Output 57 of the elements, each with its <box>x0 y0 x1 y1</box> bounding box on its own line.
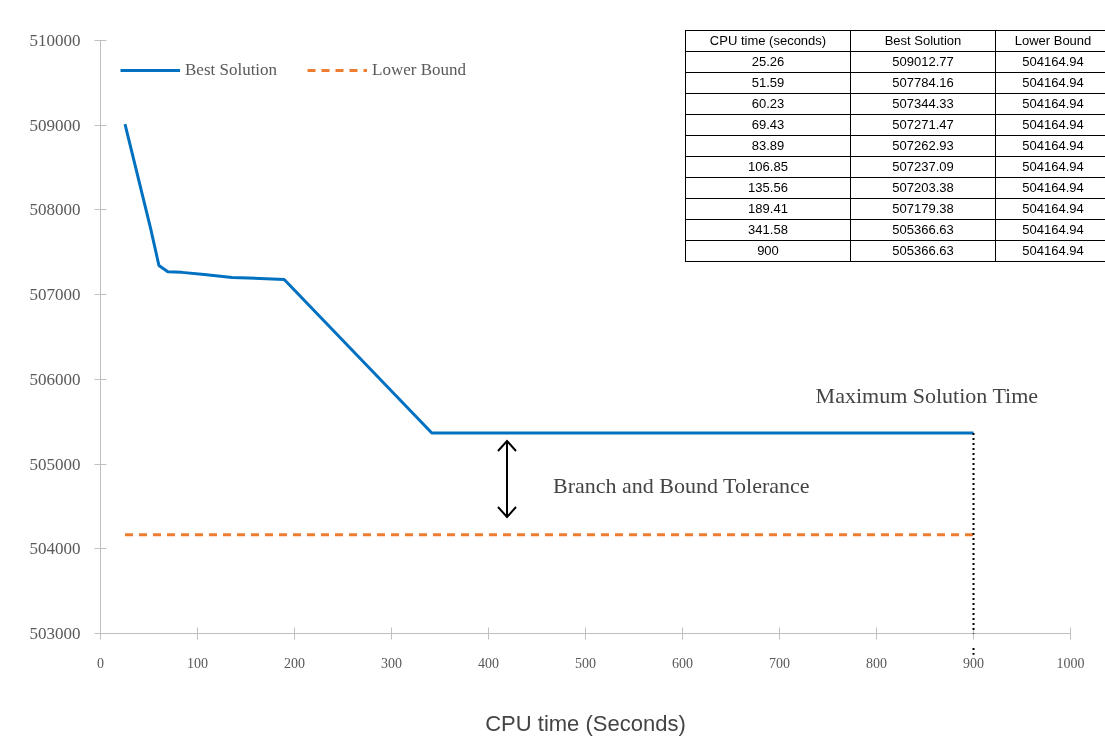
annotation: 504164.94 <box>995 219 1105 241</box>
annotation: 507203.38 <box>850 177 996 199</box>
x-tick-label: 1000 <box>1056 655 1085 671</box>
annotation: 507271.47 <box>850 114 996 136</box>
annotation: Lower Bound <box>995 30 1105 52</box>
annotation: 341.58 <box>685 219 851 241</box>
y-tick-label: 504000 <box>29 539 81 559</box>
annotation: 135.56 <box>685 177 851 199</box>
y-tick-label: 505000 <box>29 454 81 474</box>
x-tick-label: 400 <box>478 655 499 671</box>
x-tick-label: 200 <box>284 655 305 671</box>
annotation: 509012.77 <box>850 51 996 73</box>
annotation: 507344.33 <box>850 93 996 115</box>
x-tick-label: 500 <box>575 655 596 671</box>
x-axis-title: CPU time (Seconds) <box>485 710 686 736</box>
x-tick-label: 800 <box>866 655 887 671</box>
annotation: 505366.63 <box>850 219 996 241</box>
annotation: 106.85 <box>685 156 851 178</box>
annotation: 60.23 <box>685 93 851 115</box>
x-tick-label: 300 <box>381 655 402 671</box>
annotation: 83.89 <box>685 135 851 157</box>
annotation: 505366.63 <box>850 240 996 262</box>
annotation: 69.43 <box>685 114 851 136</box>
x-tick-label: 0 <box>97 655 104 671</box>
annotation: 504164.94 <box>995 198 1105 220</box>
annotation: 504164.94 <box>995 135 1105 157</box>
annotation: CPU time (seconds) <box>685 30 851 52</box>
y-tick-label: 503000 <box>29 624 81 643</box>
annotation: 507237.09 <box>850 156 996 178</box>
y-tick-label: 509000 <box>29 115 81 135</box>
annotation: 25.26 <box>685 51 851 73</box>
annotation: 504164.94 <box>995 72 1105 94</box>
annotation: 504164.94 <box>995 114 1105 136</box>
annotation: 507262.93 <box>850 135 996 157</box>
annotation: 504164.94 <box>995 156 1105 178</box>
annotation: Branch and Bound Tolerance <box>553 472 810 498</box>
y-tick-label: 510000 <box>29 31 81 50</box>
annotation: 504164.94 <box>995 93 1105 115</box>
x-tick-label: 900 <box>963 655 984 671</box>
annotation: 504164.94 <box>995 177 1105 199</box>
x-tick-label: 100 <box>187 655 208 671</box>
ref-line-label: Maximum Solution Time <box>815 383 1039 409</box>
y-tick-label: 506000 <box>29 369 81 389</box>
y-tick-label: 508000 <box>29 200 81 220</box>
x-tick-label: 700 <box>769 655 790 671</box>
y-tick-label: 507000 <box>29 285 81 305</box>
annotation: 507179.38 <box>850 198 996 220</box>
annotation: Best Solution <box>850 30 996 52</box>
x-tick-label: 600 <box>672 655 693 671</box>
annotation: 507784.16 <box>850 72 996 94</box>
annotation: 900 <box>685 240 851 262</box>
annotation: 51.59 <box>685 72 851 94</box>
annotation: 189.41 <box>685 198 851 220</box>
legend-label: Lower Bound <box>372 60 467 80</box>
annotation: 504164.94 <box>995 240 1105 262</box>
annotation: 504164.94 <box>995 51 1105 73</box>
legend-label: Best Solution <box>185 60 278 80</box>
